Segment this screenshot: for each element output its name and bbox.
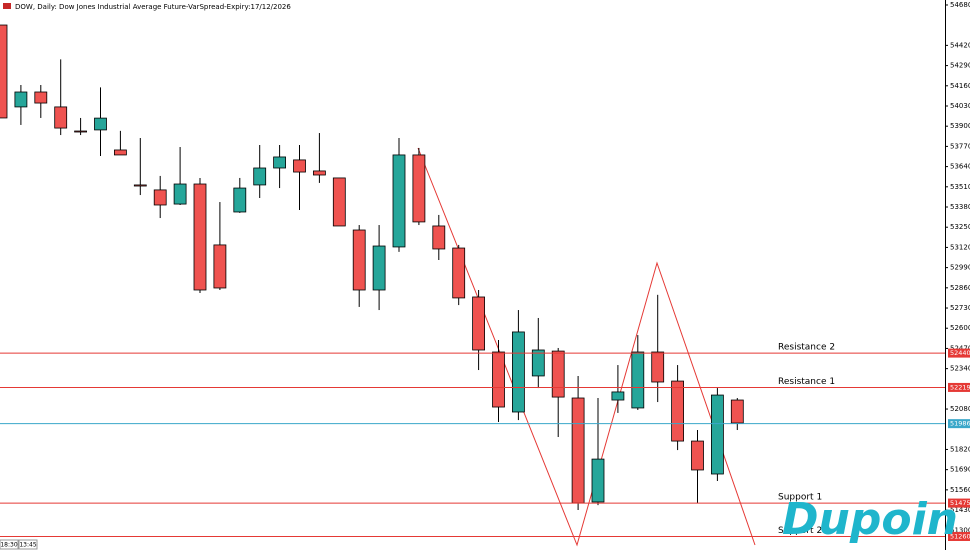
level-price-label: 52219 <box>950 383 970 391</box>
y-tick-label: 52730 <box>950 304 970 312</box>
level-price-label: 51475 <box>950 499 970 507</box>
y-tick-label: 52600 <box>950 324 970 332</box>
time-box <box>0 539 19 550</box>
level-price-box <box>948 419 970 429</box>
trend-line <box>417 147 756 547</box>
y-tick-label: 54680 <box>950 1 970 9</box>
candle-body <box>173 183 187 205</box>
time-label: 13:45 <box>19 542 36 549</box>
watermark: Dupoin <box>782 494 958 545</box>
candle-body <box>591 458 605 503</box>
y-tick-label: 54290 <box>950 62 970 70</box>
y-tick-label: 51820 <box>950 445 970 453</box>
candle-body <box>372 245 386 291</box>
level-price-box <box>948 382 970 392</box>
candle-body <box>273 156 287 169</box>
candle-body <box>551 350 565 398</box>
y-tick-label: 53510 <box>950 183 970 191</box>
y-tick-label: 53250 <box>950 223 970 231</box>
y-tick-label: 52470 <box>950 344 970 352</box>
candle-body <box>253 167 267 186</box>
level-label: Resistance 1 <box>778 377 835 387</box>
level-label: Resistance 2 <box>778 343 835 353</box>
y-tick-label: 53770 <box>950 142 970 150</box>
flag-icon <box>3 3 11 9</box>
candle-body <box>34 91 48 104</box>
candle-body <box>233 187 247 213</box>
candle-body <box>691 440 704 471</box>
y-tick-label: 53900 <box>950 122 970 130</box>
candle-body <box>54 106 68 129</box>
candle-body <box>651 351 665 383</box>
candle-body <box>94 117 107 131</box>
candle-body <box>531 349 545 377</box>
candle-body <box>512 331 525 413</box>
level-label: Support 2 <box>778 526 822 536</box>
y-tick-label: 53120 <box>950 243 970 251</box>
candle-body <box>213 244 227 289</box>
candle-body <box>133 184 147 187</box>
level-price-label: 52440 <box>950 349 970 357</box>
candle-body <box>730 399 744 424</box>
y-tick-label: 52860 <box>950 284 970 292</box>
candle-body <box>671 380 684 442</box>
y-tick-label: 53640 <box>950 163 970 171</box>
y-tick-label: 52080 <box>950 405 970 413</box>
candle-body <box>472 296 486 351</box>
y-tick-label: 51560 <box>950 486 970 494</box>
y-tick-label: 52990 <box>950 264 970 272</box>
y-tick-label: 51690 <box>950 466 970 474</box>
candle-body <box>74 130 87 133</box>
level-price-label: 51986 <box>950 420 970 428</box>
y-tick-label: 54030 <box>950 102 970 110</box>
candle-body <box>432 225 446 250</box>
y-tick-label: 51430 <box>950 506 970 514</box>
candle-body <box>392 154 406 248</box>
candle-body <box>711 394 724 475</box>
y-tick-label: 54420 <box>950 41 970 49</box>
candle-body <box>452 247 466 299</box>
level-label: Support 1 <box>778 493 822 503</box>
level-price-box <box>948 348 970 358</box>
candle-body <box>492 351 505 408</box>
candle-body <box>293 159 306 173</box>
y-tick-label: 53380 <box>950 203 970 211</box>
level-price-box <box>948 498 970 508</box>
time-box <box>18 539 38 550</box>
candle-body <box>312 170 326 176</box>
level-price-label: 51260 <box>950 532 970 540</box>
time-label: 18:30 <box>0 542 17 549</box>
level-price-box <box>948 531 970 541</box>
candle-body <box>571 397 585 504</box>
y-tick-label: 52340 <box>950 365 970 373</box>
candle-body <box>332 177 346 227</box>
candle-body <box>14 91 28 108</box>
candle-body <box>153 189 167 206</box>
candle-body <box>611 391 625 401</box>
candle-body <box>631 351 645 409</box>
candle-body <box>0 24 8 119</box>
candle-body <box>352 229 366 291</box>
chart-title: DOW, Daily: Dow Jones Industrial Average… <box>15 3 291 11</box>
candle-body <box>193 183 207 291</box>
candle-body <box>412 154 426 223</box>
y-tick-label: 54160 <box>950 82 970 90</box>
y-tick-label: 51300 <box>950 526 970 534</box>
candle-body <box>114 149 127 156</box>
